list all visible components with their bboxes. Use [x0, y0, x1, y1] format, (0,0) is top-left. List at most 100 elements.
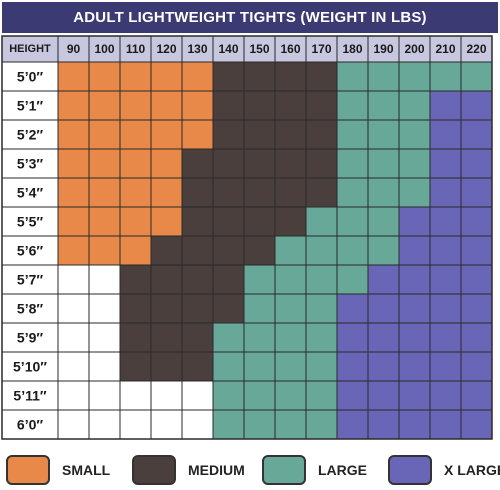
size-cell-empty — [88, 409, 121, 440]
size-cell-x-large — [460, 90, 493, 121]
weight-header-label: 170 — [311, 42, 331, 56]
legend-item-x-large: X LARGE — [388, 454, 500, 486]
size-cell-medium — [181, 235, 214, 266]
legend-label: X LARGE — [444, 462, 500, 478]
size-cell-small — [119, 90, 152, 121]
size-cell-small — [119, 177, 152, 208]
size-cell-small — [57, 148, 90, 179]
size-cell-large — [243, 322, 276, 353]
size-cell-medium — [212, 119, 245, 150]
size-cell-large — [336, 61, 369, 92]
size-cell-x-large — [398, 380, 431, 411]
weight-header-label: 140 — [218, 42, 238, 56]
legend-swatch — [6, 455, 50, 485]
size-cell-small — [88, 119, 121, 150]
size-cell-x-large — [429, 293, 462, 324]
size-cell-medium — [212, 206, 245, 237]
size-cell-large — [305, 380, 338, 411]
size-cell-x-large — [429, 264, 462, 295]
size-cell-x-large — [367, 409, 400, 440]
size-cell-medium — [181, 206, 214, 237]
size-cell-small — [57, 61, 90, 92]
size-cell-small — [150, 148, 183, 179]
size-cell-large — [336, 206, 369, 237]
height-label-cell — [1, 380, 59, 411]
legend-label: SMALL — [62, 462, 111, 478]
size-cell-empty — [57, 322, 90, 353]
size-cell-medium — [243, 119, 276, 150]
size-cell-small — [88, 90, 121, 121]
size-cell-large — [367, 61, 400, 92]
size-cell-small — [119, 119, 152, 150]
size-cell-large — [367, 119, 400, 150]
size-cell-medium — [150, 264, 183, 295]
size-cell-large — [212, 380, 245, 411]
height-label: 5’8″ — [17, 301, 43, 317]
legend-item-large: LARGE — [262, 454, 367, 486]
legend: SMALL MEDIUM LARGE X LARGE — [0, 450, 500, 490]
size-cell-small — [88, 235, 121, 266]
size-cell-medium — [119, 264, 152, 295]
size-cell-large — [305, 322, 338, 353]
size-cell-large — [305, 206, 338, 237]
size-cell-small — [88, 177, 121, 208]
size-cell-small — [150, 119, 183, 150]
size-cell-medium — [212, 177, 245, 208]
size-cell-large — [367, 235, 400, 266]
weight-header-label: 210 — [435, 42, 455, 56]
size-cell-small — [150, 177, 183, 208]
size-cell-large — [243, 409, 276, 440]
size-cell-x-large — [398, 293, 431, 324]
size-cell-empty — [119, 409, 152, 440]
size-cell-large — [243, 351, 276, 382]
size-cell-large — [336, 235, 369, 266]
size-cell-small — [119, 235, 152, 266]
size-cell-large — [274, 293, 307, 324]
size-cell-medium — [150, 351, 183, 382]
size-cell-small — [57, 206, 90, 237]
size-cell-large — [398, 61, 431, 92]
size-cell-empty — [150, 380, 183, 411]
size-cell-empty — [150, 409, 183, 440]
size-cell-small — [57, 177, 90, 208]
weight-header-label: 100 — [94, 42, 114, 56]
size-cell-large — [398, 90, 431, 121]
size-cell-medium — [274, 119, 307, 150]
size-cell-medium — [274, 61, 307, 92]
height-label-cell — [1, 235, 59, 266]
size-cell-small — [150, 61, 183, 92]
size-cell-x-large — [367, 293, 400, 324]
size-cell-medium — [305, 148, 338, 179]
size-cell-medium — [212, 264, 245, 295]
size-cell-large — [274, 235, 307, 266]
size-cell-x-large — [336, 380, 369, 411]
height-label-cell — [1, 148, 59, 179]
size-cell-small — [88, 148, 121, 179]
size-cell-medium — [212, 235, 245, 266]
size-cell-large — [460, 61, 493, 92]
height-label: 5’0″ — [17, 69, 43, 85]
weight-header-label: 130 — [187, 42, 207, 56]
size-cell-x-large — [429, 380, 462, 411]
size-cell-small — [150, 90, 183, 121]
weight-header-label: 120 — [156, 42, 176, 56]
legend-label: MEDIUM — [188, 462, 245, 478]
size-cell-x-large — [460, 119, 493, 150]
size-cell-large — [398, 148, 431, 179]
size-cell-medium — [243, 206, 276, 237]
size-cell-medium — [119, 322, 152, 353]
size-cell-medium — [274, 148, 307, 179]
size-cell-x-large — [398, 235, 431, 266]
size-cell-small — [181, 119, 214, 150]
size-cell-medium — [243, 235, 276, 266]
height-label-cell — [1, 351, 59, 382]
size-cell-x-large — [460, 206, 493, 237]
size-cell-empty — [88, 322, 121, 353]
size-cell-medium — [305, 119, 338, 150]
size-cell-x-large — [398, 264, 431, 295]
height-label-cell — [1, 177, 59, 208]
height-label-cell — [1, 61, 59, 92]
size-cell-small — [88, 206, 121, 237]
size-cell-x-large — [429, 322, 462, 353]
